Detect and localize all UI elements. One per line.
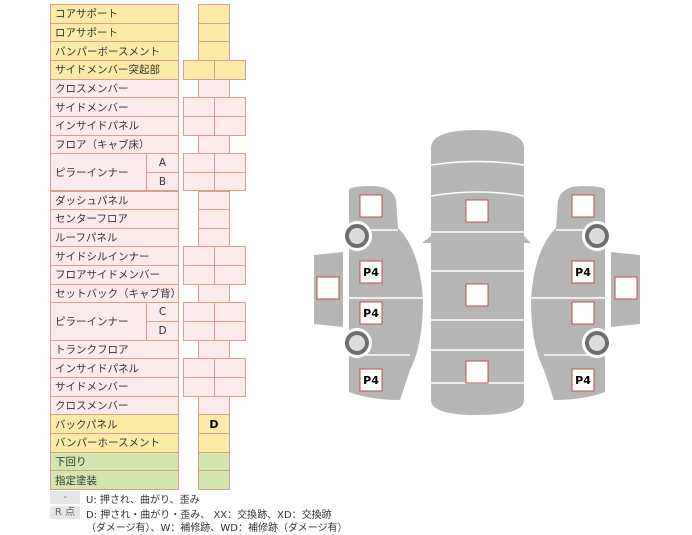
damage-box-right-front-door[interactable] xyxy=(571,260,595,284)
row-label: ピラーインナー xyxy=(50,153,147,192)
row-label: インサイドパネル xyxy=(50,115,179,136)
legend-key: - xyxy=(50,491,80,504)
row-label: フロアサイドメンバー xyxy=(50,265,179,285)
damage-box-right-rear-door[interactable] xyxy=(571,301,595,325)
panel-line xyxy=(529,229,610,356)
damage-box-left-rear-door[interactable] xyxy=(359,301,383,325)
legend-text: D: 押され・曲がり・歪み、 XX：交換跡、XD：交換跡 xyxy=(86,510,332,521)
damage-box-left-rear[interactable] xyxy=(359,368,383,392)
damage-cell-right[interactable] xyxy=(214,377,246,397)
row-label: ピラーインナー xyxy=(50,302,147,341)
row-label: バンパーボースメント xyxy=(50,41,179,61)
row-label: サイドシルインナー xyxy=(50,246,179,267)
row-label: クロスメンバー xyxy=(50,395,179,416)
wheel-hub xyxy=(349,335,365,351)
damage-box-trunk[interactable] xyxy=(465,360,489,384)
row-label: 指定塗装 xyxy=(50,470,179,490)
damage-cell[interactable] xyxy=(198,470,230,490)
damage-box-right-front[interactable] xyxy=(571,194,595,218)
panel-line xyxy=(430,191,525,197)
damage-cell-right[interactable] xyxy=(214,265,246,285)
damage-box-right-rear[interactable] xyxy=(571,368,595,392)
damage-label: P4 xyxy=(575,374,591,387)
damage-cell-right[interactable] xyxy=(214,115,246,136)
wheel-hub xyxy=(589,335,605,351)
damage-cell-right[interactable] xyxy=(214,59,246,80)
damage-box-hood[interactable] xyxy=(465,199,489,223)
panel-line xyxy=(344,229,425,356)
legend-key: R 点 xyxy=(50,506,80,519)
damage-box-roof[interactable] xyxy=(465,283,489,307)
car-body-top xyxy=(422,130,531,415)
row-sub-label: C xyxy=(146,302,179,323)
row-label: フロア（キャブ床） xyxy=(50,134,179,155)
damage-box-left-front[interactable] xyxy=(359,194,383,218)
car-side-left xyxy=(349,186,423,400)
damage-cell-right[interactable] xyxy=(214,171,246,192)
row-sub-label: A xyxy=(146,153,179,173)
damage-label: P4 xyxy=(363,307,379,320)
row-label: センターフロア xyxy=(50,209,179,229)
damage-box-right-mirror-side[interactable] xyxy=(614,276,638,300)
legend-text: U: 押され、曲がり、歪み xyxy=(86,495,200,506)
row-label: バックパネル xyxy=(50,414,179,434)
row-label: サイドメンバー xyxy=(50,97,179,117)
car-side-right xyxy=(531,186,605,400)
damage-label: P4 xyxy=(363,266,379,279)
damage-label: P4 xyxy=(575,266,591,279)
damage-box-left-front-door[interactable] xyxy=(359,260,383,284)
damage-box-left-mirror-side[interactable] xyxy=(316,276,340,300)
damage-cell-right[interactable] xyxy=(214,321,246,341)
legend-text-2: （ダメージ有）、W：補修跡、WD：補修跡（ダメージ有） xyxy=(86,523,348,534)
wheel-hub xyxy=(349,228,365,244)
wheel-hub xyxy=(589,228,605,244)
row-label: サイドメンバー突起部 xyxy=(50,59,179,80)
row-label: クロスメンバー xyxy=(50,78,179,99)
panel-line xyxy=(430,160,525,166)
damage-label: P4 xyxy=(363,374,379,387)
row-label: 下回り xyxy=(50,451,179,472)
row-label: バンパーホースメント xyxy=(50,432,179,453)
